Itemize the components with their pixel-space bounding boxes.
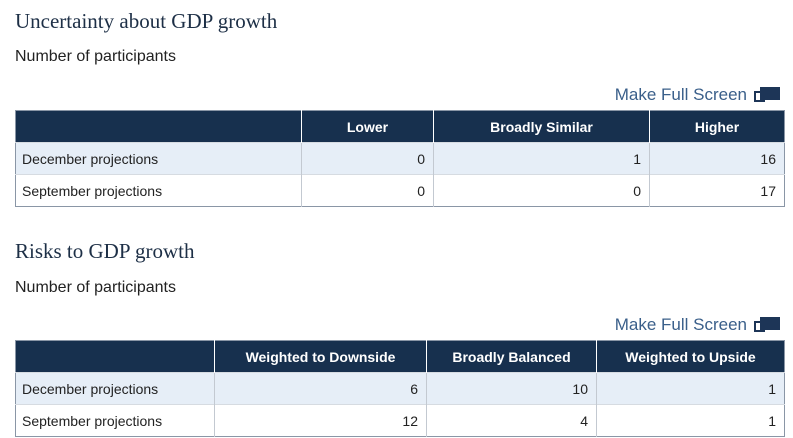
- column-header: Broadly Balanced: [426, 340, 597, 373]
- table-cell: 12: [214, 404, 427, 437]
- table-header-row: Weighted to Downside Broadly Balanced We…: [15, 340, 785, 373]
- uncertainty-subtitle: Number of participants: [15, 48, 176, 65]
- table-row: December projections 6 10 1: [15, 372, 785, 405]
- table-cell: 6: [214, 372, 427, 405]
- row-label: September projections: [15, 404, 215, 437]
- table-cell: 4: [426, 404, 597, 437]
- column-header: Broadly Similar: [433, 110, 650, 143]
- column-header: Higher: [649, 110, 785, 143]
- table-cell: 17: [649, 174, 785, 207]
- column-header: Weighted to Downside: [214, 340, 427, 373]
- uncertainty-title: Uncertainty about GDP growth: [15, 9, 278, 33]
- table-cell: 1: [596, 404, 785, 437]
- make-full-screen-label: Make Full Screen: [614, 315, 747, 334]
- table-cell: 16: [649, 142, 785, 175]
- uncertainty-table: Lower Broadly Similar Higher December pr…: [15, 110, 785, 207]
- header-corner: [15, 340, 215, 373]
- column-header: Lower: [301, 110, 434, 143]
- table-row: September projections 0 0 17: [15, 174, 785, 207]
- row-label: December projections: [15, 142, 302, 175]
- table-header-row: Lower Broadly Similar Higher: [15, 110, 785, 143]
- full-screen-icon: [754, 87, 780, 103]
- make-full-screen-button[interactable]: Make Full Screen: [615, 315, 780, 335]
- risks-title: Risks to GDP growth: [15, 239, 195, 263]
- row-label: December projections: [15, 372, 215, 405]
- header-corner: [15, 110, 302, 143]
- table-cell: 0: [433, 174, 650, 207]
- table-cell: 0: [301, 174, 434, 207]
- make-full-screen-label: Make Full Screen: [614, 85, 747, 104]
- table-cell: 1: [433, 142, 650, 175]
- table-row: December projections 0 1 16: [15, 142, 785, 175]
- full-screen-icon: [754, 317, 780, 333]
- table-cell: 1: [596, 372, 785, 405]
- make-full-screen-button[interactable]: Make Full Screen: [615, 85, 780, 105]
- table-row: September projections 12 4 1: [15, 404, 785, 437]
- row-label: September projections: [15, 174, 302, 207]
- table-cell: 0: [301, 142, 434, 175]
- column-header: Weighted to Upside: [596, 340, 785, 373]
- risks-subtitle: Number of participants: [15, 279, 176, 296]
- risks-table: Weighted to Downside Broadly Balanced We…: [15, 340, 785, 437]
- table-cell: 10: [426, 372, 597, 405]
